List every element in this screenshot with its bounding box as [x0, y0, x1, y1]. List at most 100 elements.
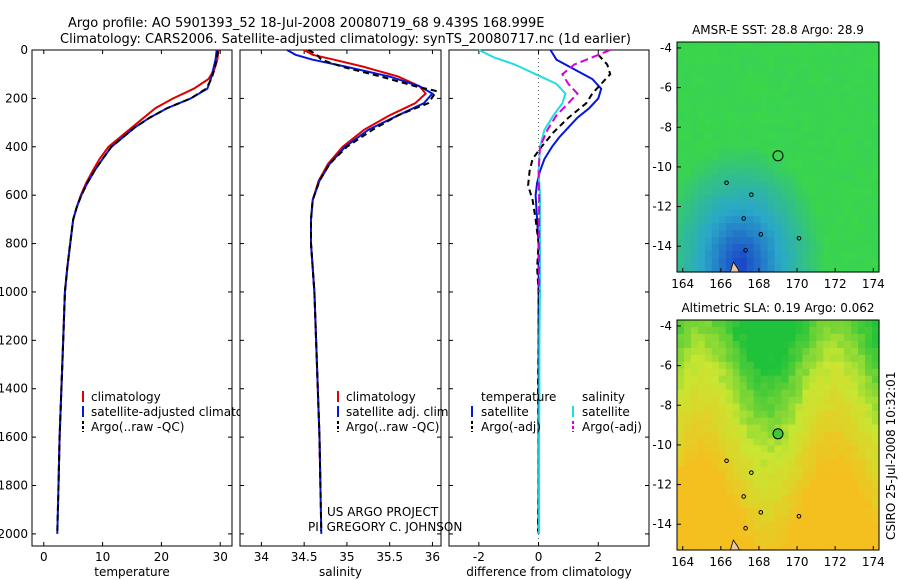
map-cell — [725, 202, 734, 210]
map-cell — [746, 459, 755, 467]
map-cell — [746, 209, 755, 217]
map-cell — [697, 202, 706, 210]
island-outline — [796, 513, 802, 519]
map-cell — [830, 375, 838, 384]
map-cell — [802, 132, 810, 141]
map-cell — [830, 445, 838, 454]
map-cell — [697, 188, 706, 196]
map-cell — [795, 202, 803, 210]
map-cell — [690, 153, 699, 162]
map-cell — [781, 473, 790, 481]
map-cell — [704, 340, 713, 349]
map-cell — [816, 258, 824, 266]
map-cell — [739, 132, 748, 141]
map-cell — [802, 160, 810, 169]
map-cell — [767, 188, 776, 196]
map-cell — [746, 480, 755, 488]
map-cell — [677, 529, 685, 537]
map-cell — [802, 42, 810, 50]
map-cell — [718, 42, 727, 50]
map-cell — [823, 389, 831, 398]
map-cell — [788, 410, 797, 419]
map-cell — [704, 174, 713, 182]
map-cell — [704, 139, 713, 148]
map-cell — [858, 244, 866, 252]
map-cell — [704, 368, 713, 377]
x-tick-label: 0 — [535, 550, 543, 564]
map-cell — [774, 181, 783, 189]
map-cell — [753, 202, 762, 210]
map-cell — [865, 83, 873, 92]
map-cell — [858, 55, 866, 64]
map-cell — [683, 368, 692, 377]
map-cell — [844, 501, 852, 509]
map-cell — [795, 181, 803, 189]
map-cell — [760, 452, 769, 460]
map-cell — [851, 382, 859, 391]
map-cell — [830, 167, 838, 176]
map-cell — [865, 160, 873, 169]
map-cell — [802, 62, 810, 71]
map-cell — [872, 181, 880, 189]
map-cell — [865, 209, 873, 217]
map-cell — [823, 258, 831, 266]
map-cell — [753, 417, 762, 426]
map-cell — [677, 326, 685, 335]
map-cell — [697, 487, 706, 495]
map-cell — [830, 361, 838, 370]
map-cell — [711, 389, 720, 398]
salinity-profile-panel: 34 34.5 35 35.5 36salinityclimatologysatelli… — [239, 49, 452, 579]
legend-heading: salinity — [582, 390, 625, 404]
map-cell — [704, 445, 713, 454]
map-cell — [732, 174, 741, 182]
map-cell — [725, 508, 734, 516]
map-cell — [711, 181, 720, 189]
map-cell — [823, 209, 831, 217]
map-cell — [746, 132, 755, 141]
map-cell — [746, 487, 755, 495]
map-cell — [851, 83, 859, 92]
map-cell — [865, 536, 873, 544]
map-cell — [725, 258, 734, 266]
map-cell — [858, 90, 866, 99]
map-cell — [802, 466, 810, 474]
map-cell — [767, 396, 776, 405]
map-cell — [795, 251, 803, 259]
map-cell — [809, 76, 817, 85]
map-cell — [844, 494, 852, 502]
map-cell — [718, 62, 727, 71]
map-cell — [781, 230, 790, 238]
map-cell — [677, 174, 685, 182]
map-cell — [872, 132, 880, 141]
map-cell — [760, 466, 769, 474]
map-cell — [865, 501, 873, 509]
map-cell — [683, 501, 692, 509]
map-cell — [732, 452, 741, 460]
map-cell — [816, 62, 824, 71]
map-cell — [677, 417, 685, 426]
map-cell — [774, 501, 783, 509]
map-cell — [781, 445, 790, 454]
map-cell — [844, 320, 852, 328]
map-cell — [760, 251, 769, 259]
map-cell — [781, 55, 790, 64]
x-tick-label: 172 — [824, 277, 847, 291]
map-cell — [774, 466, 783, 474]
map-cell — [781, 340, 790, 349]
map-cell — [830, 230, 838, 238]
map-cell — [704, 42, 713, 50]
map-cell — [690, 244, 699, 252]
map-cell — [802, 237, 810, 245]
map-cell — [809, 368, 817, 377]
map-cell — [732, 438, 741, 447]
map-cell — [781, 139, 790, 148]
map-cell — [774, 230, 783, 238]
map-cell — [739, 480, 748, 488]
map-cell — [844, 223, 852, 231]
map-cell — [746, 543, 755, 551]
map-cell — [704, 389, 713, 398]
map-cell — [732, 111, 741, 120]
map-cell — [816, 265, 824, 273]
map-cell — [781, 223, 790, 231]
map-cell — [732, 522, 741, 530]
